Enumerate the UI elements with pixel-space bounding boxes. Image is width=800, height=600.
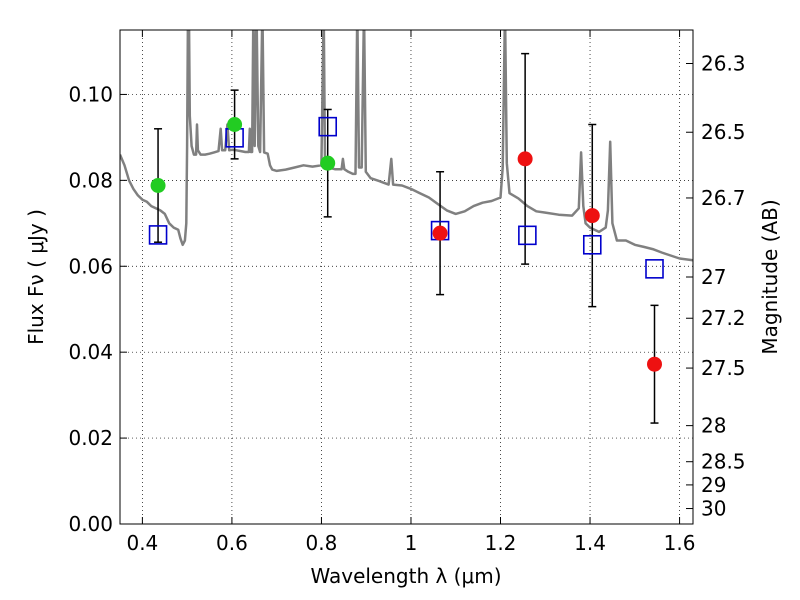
y-tick-label: 0.10 — [68, 82, 113, 106]
model-flux-square — [518, 225, 537, 246]
x-axis-title: Wavelength λ (μm) — [310, 564, 501, 588]
observed-point-red — [517, 151, 533, 167]
y-tick-label: 0.06 — [68, 254, 113, 278]
x-tick-label: 0.4 — [126, 531, 158, 555]
y2-tick-label: 30 — [701, 497, 726, 521]
plot-area — [120, 30, 693, 424]
y-tick-label: 0.04 — [68, 340, 113, 364]
observed-point-green — [227, 117, 243, 133]
x-tick-label: 0.8 — [306, 531, 338, 555]
y2-tick-label: 26.7 — [701, 186, 746, 210]
plot-background — [120, 30, 693, 524]
y-tick-label: 0.02 — [68, 426, 113, 450]
y2-tick-label: 26.5 — [701, 120, 746, 144]
observed-point-green — [150, 178, 166, 194]
y2-tick-label: 27.5 — [701, 356, 746, 380]
model-flux-square — [645, 259, 664, 279]
sed-model-line — [120, 30, 693, 262]
axis-ticks: 0.4 0.6 0.8 1 1.2 1.4 1.6 0.00 0.02 0.04 0.06 0.08 0… — [68, 30, 746, 555]
y2-tick-label: 29 — [701, 473, 726, 497]
y-tick-label: 0.08 — [68, 168, 113, 192]
model-flux-square — [582, 234, 602, 255]
y2-tick-label: 28 — [701, 414, 726, 438]
y2-axis-title: Magnitude (AB) — [758, 199, 782, 354]
x-tick-label: 1 — [405, 531, 418, 555]
x-tick-label: 0.6 — [216, 531, 248, 555]
y2-tick-label: 27 — [701, 265, 726, 289]
x-tick-label: 1.2 — [485, 531, 517, 555]
x-tick-label: 1.6 — [664, 531, 696, 555]
y2-tick-label: 28.5 — [701, 450, 746, 474]
observed-point-red — [584, 208, 600, 224]
y2-tick-label: 27.2 — [701, 306, 746, 330]
y-tick-label: 0.00 — [68, 512, 113, 536]
model-flux-square — [318, 116, 338, 137]
observed-point-red — [432, 225, 448, 241]
model-flux-square — [148, 225, 168, 245]
observed-point-green — [320, 155, 336, 171]
observed-point-red — [647, 356, 663, 372]
x-tick-label: 1.4 — [574, 531, 606, 555]
y-axis-title: Flux Fν ( μJy ) — [24, 209, 48, 345]
y2-tick-label: 26.3 — [701, 52, 746, 76]
